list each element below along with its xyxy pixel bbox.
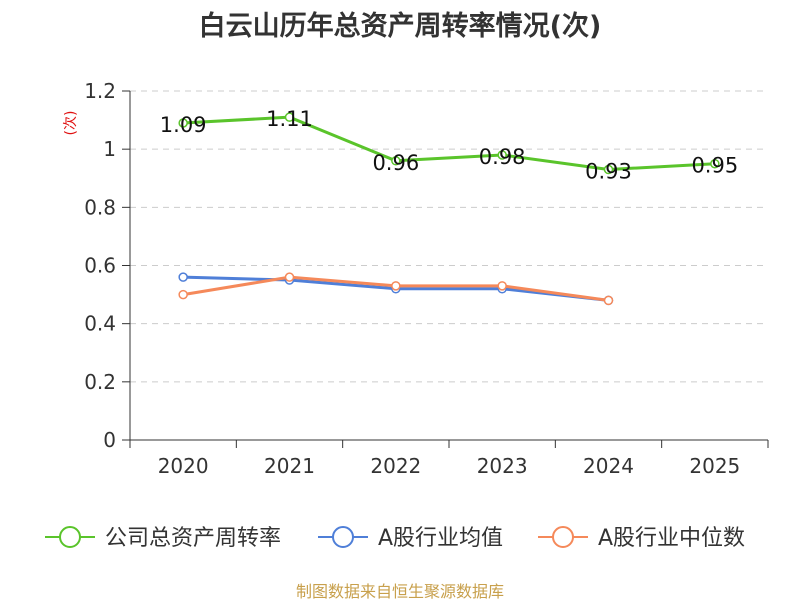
y-tick-label: 1 — [103, 137, 116, 161]
data-point — [497, 150, 507, 160]
y-tick-label: 0 — [103, 428, 116, 452]
x-tick-label: 2020 — [158, 454, 209, 478]
data-point — [391, 156, 401, 166]
legend-label: 公司总资产周转率 — [105, 526, 281, 551]
y-tick-label: 1.2 — [84, 79, 116, 103]
data-label: 0.96 — [372, 151, 419, 175]
source-footer: 制图数据来自恒生聚源数据库 — [295, 582, 504, 601]
y-tick-label: 0.2 — [84, 370, 116, 394]
legend-swatch-marker — [332, 526, 354, 548]
data-point — [603, 295, 614, 306]
x-tick-label: 2023 — [477, 454, 528, 478]
data-point — [284, 272, 295, 282]
y-axis-label: (次) — [63, 111, 79, 136]
data-point — [178, 272, 188, 282]
legend-label: A股行业均值 — [378, 526, 503, 551]
data-label: 1.11 — [266, 107, 313, 131]
chart-title: 白云山历年总资产周转率情况(次) — [198, 11, 602, 42]
x-tick-label: 2022 — [370, 454, 421, 478]
data-label: 0.95 — [691, 154, 738, 178]
x-tick-label: 2025 — [689, 454, 740, 478]
x-tick-label: 2024 — [583, 454, 634, 478]
data-label: 0.93 — [585, 160, 632, 184]
data-point — [497, 281, 507, 291]
data-point — [710, 158, 720, 169]
y-tick-label: 0.6 — [84, 254, 116, 278]
legend-label: A股行业中位数 — [598, 526, 745, 551]
data-label: 1.09 — [160, 113, 207, 137]
data-point — [178, 289, 188, 300]
legend-swatch-marker — [59, 526, 81, 548]
legend-swatch-marker — [552, 526, 574, 548]
series-line — [181, 115, 717, 172]
y-tick-label: 0.4 — [84, 312, 116, 336]
y-tick-label: 0.8 — [84, 195, 116, 219]
data-point — [178, 118, 188, 128]
data-label: 0.98 — [479, 145, 526, 169]
x-tick-label: 2021 — [264, 454, 315, 478]
data-point — [603, 164, 614, 175]
data-point — [391, 281, 401, 291]
data-point — [284, 112, 295, 122]
